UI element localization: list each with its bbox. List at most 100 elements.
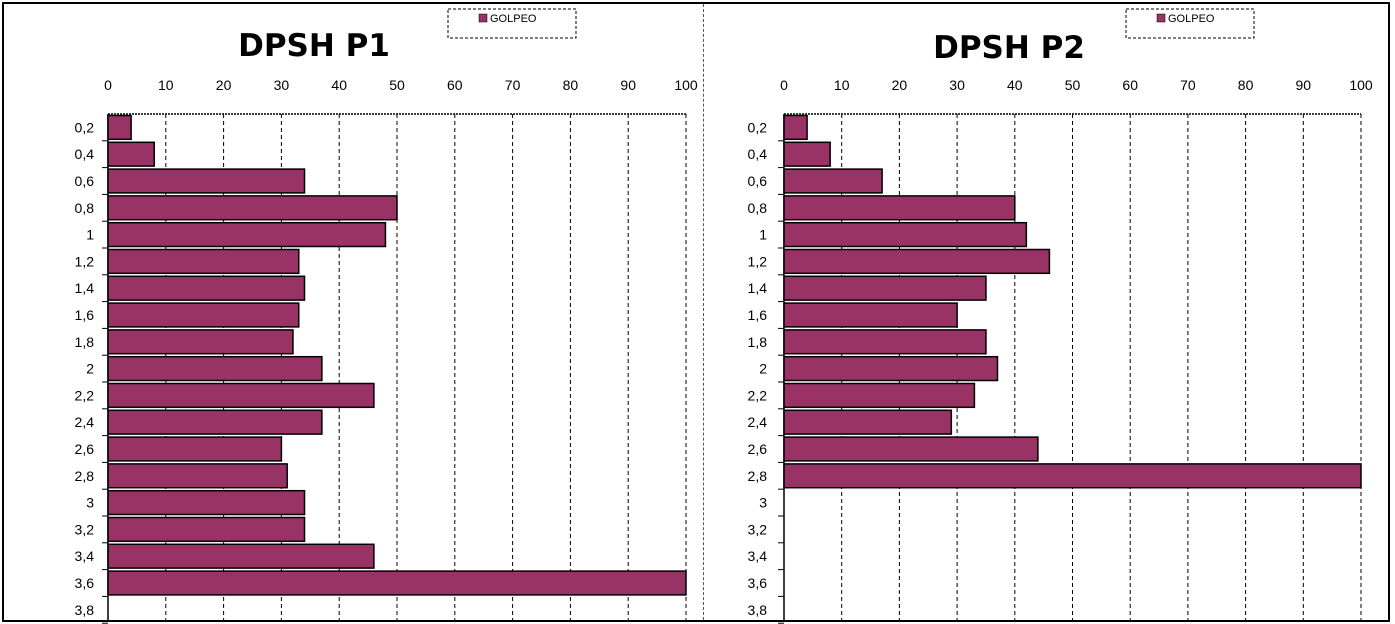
y-tick-label: 0,6	[748, 173, 768, 189]
x-tick-label: 0	[104, 77, 112, 93]
legend-box	[1125, 8, 1255, 39]
y-tick-label: 3,6	[748, 575, 768, 591]
bar	[107, 382, 375, 409]
x-tick-label: 20	[892, 77, 908, 93]
y-tick-label: 0,8	[75, 200, 95, 216]
bar	[783, 141, 831, 167]
y-tick-label: 3,4	[75, 548, 95, 564]
y-tick-label: 2,2	[75, 387, 95, 403]
bar	[783, 382, 976, 409]
bar	[107, 141, 155, 167]
bar	[107, 275, 306, 301]
legend: GOLPEO	[1125, 8, 1255, 39]
legend-label: GOLPEO	[1168, 13, 1215, 25]
bar	[107, 543, 375, 569]
x-tick-label: 100	[674, 77, 698, 93]
y-tick-label: 3,2	[75, 521, 95, 537]
y-tick-label: 2,8	[748, 468, 768, 484]
x-tick-label: 50	[389, 77, 405, 93]
chart-dpsh-p1: DPSH P1 GOLPEO 0 10 20 30 40 50 60 70 80 90 100 0,2 0,…	[75, 8, 698, 624]
y-tick-label: 2,4	[75, 414, 95, 430]
x-tick-label: 10	[834, 77, 850, 93]
y-tick-label: 2,8	[75, 468, 95, 484]
y-tick-label: 2,4	[748, 414, 768, 430]
x-tick-label: 90	[1296, 77, 1312, 93]
x-tick-label: 0	[780, 77, 788, 93]
legend: GOLPEO	[447, 8, 577, 39]
bar	[107, 329, 294, 355]
y-tick-label: 2	[759, 361, 767, 377]
y-tick-label: 3	[759, 495, 767, 511]
bar	[107, 463, 288, 489]
x-tick-label: 70	[1180, 77, 1196, 93]
bar	[783, 114, 808, 141]
legend-swatch	[1156, 13, 1166, 23]
y-tick-label: 2,6	[75, 441, 95, 457]
chart-title: DPSH P2	[933, 30, 1085, 66]
y-tick-label: 0,8	[748, 200, 768, 216]
y-tick-label: 0,2	[75, 119, 95, 135]
y-tick-label: 1,4	[748, 280, 768, 296]
legend-swatch	[478, 13, 488, 23]
x-tick-label: 30	[274, 77, 290, 93]
y-tick-label: 3,8	[748, 602, 768, 618]
y-tick-label: 2,6	[748, 441, 768, 457]
y-tick-label: 1,6	[75, 307, 95, 323]
x-tick-label: 30	[949, 77, 965, 93]
bar	[783, 355, 999, 382]
y-tick-label: 1,6	[748, 307, 768, 323]
x-tick-label: 80	[563, 77, 579, 93]
bar	[107, 355, 323, 382]
chart-dpsh-p2: DPSH P2 GOLPEO 0 10 20 30 40 50 60 70 80 90 100 0,2 0,…	[748, 8, 1373, 624]
bar	[783, 168, 883, 194]
y-tick-label: 1	[86, 227, 94, 243]
legend-box	[447, 8, 577, 39]
x-tick-label: 40	[1007, 77, 1023, 93]
x-tick-label: 100	[1349, 77, 1373, 93]
bar	[107, 302, 300, 328]
bar	[107, 248, 300, 275]
bar	[107, 570, 687, 596]
y-tick-label: 0,4	[748, 146, 768, 162]
bar	[107, 114, 132, 141]
bar	[783, 248, 1051, 275]
x-tick-label: 10	[158, 77, 174, 93]
x-tick-label: 70	[505, 77, 521, 93]
bar	[783, 195, 1016, 221]
chart-title: DPSH P1	[238, 28, 390, 64]
x-tick-label: 60	[1122, 77, 1138, 93]
bar	[783, 329, 987, 355]
bar	[107, 195, 398, 221]
panel-divider	[703, 4, 704, 620]
bar	[107, 168, 306, 194]
y-tick-label: 1,8	[748, 334, 768, 350]
y-tick-label: 0,6	[75, 173, 95, 189]
y-tick-label: 1,4	[75, 280, 95, 296]
y-tick-label: 2	[86, 361, 94, 377]
x-tick-label: 80	[1238, 77, 1254, 93]
x-tick-label: 20	[216, 77, 232, 93]
y-tick-label: 3,6	[75, 575, 95, 591]
bar	[783, 409, 953, 435]
bar	[783, 275, 987, 301]
y-tick-label: 3,8	[75, 602, 95, 618]
x-tick-label: 50	[1065, 77, 1081, 93]
x-tick-label: 60	[447, 77, 463, 93]
bar	[107, 409, 323, 435]
y-tick-label: 1,2	[748, 253, 768, 269]
y-tick-label: 0,4	[75, 146, 95, 162]
y-tick-label: 0,2	[748, 119, 768, 135]
x-tick-label: 40	[331, 77, 347, 93]
y-tick-label: 3,2	[748, 521, 768, 537]
y-tick-label: 1	[759, 227, 767, 243]
y-tick-label: 2,2	[748, 387, 768, 403]
y-tick-label: 1,8	[75, 334, 95, 350]
bar	[107, 436, 283, 462]
bar	[783, 302, 958, 328]
bar	[107, 516, 306, 543]
bar	[783, 221, 1028, 248]
bar	[107, 221, 387, 248]
y-tick-label: 1,2	[75, 253, 95, 269]
